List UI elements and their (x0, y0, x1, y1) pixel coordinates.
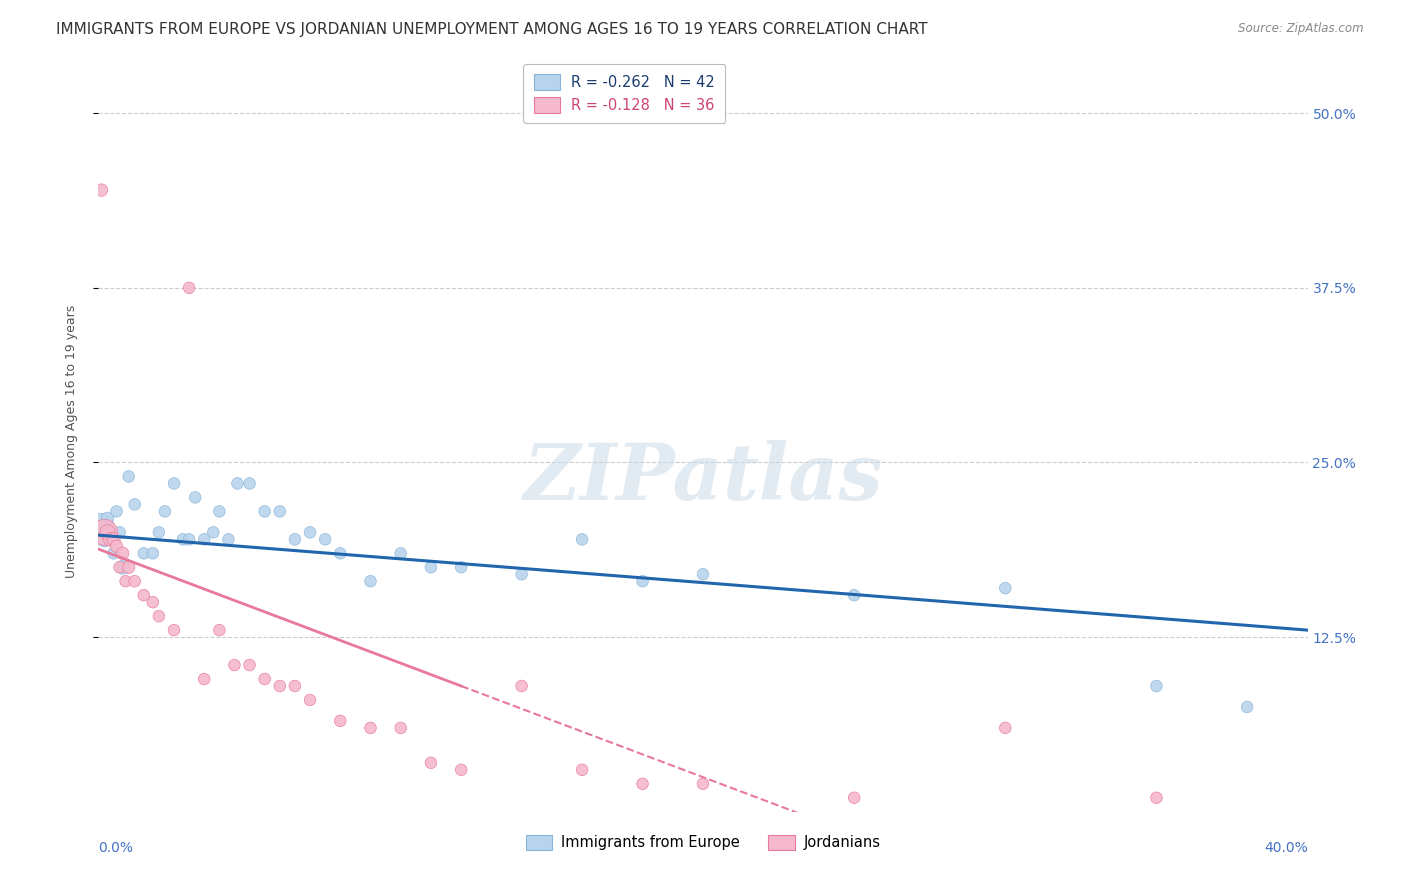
Point (118, 469, 141, 483)
Point (329, 546, 352, 560)
Point (90, 518, 112, 533)
Point (284, 679, 307, 693)
Point (844, 790, 866, 805)
Point (108, 525, 131, 540)
Point (631, 574, 654, 589)
Point (172, 533, 194, 547)
Legend: Immigrants from Europe, Jordanians: Immigrants from Europe, Jordanians (520, 829, 886, 856)
Text: IMMIGRANTS FROM EUROPE VS JORDANIAN UNEMPLOYMENT AMONG AGES 16 TO 19 YEARS CORRE: IMMIGRANTS FROM EUROPE VS JORDANIAN UNEM… (56, 22, 928, 37)
Y-axis label: Unemployment Among Ages 16 to 19 years: Unemployment Among Ages 16 to 19 years (65, 305, 77, 578)
Point (179, 281, 201, 295)
Point (105, 504, 128, 518)
Point (111, 546, 134, 560)
Point (93, 525, 115, 540)
Point (450, 763, 472, 777)
Point (108, 560, 131, 574)
Point (153, 504, 176, 518)
Point (389, 721, 412, 735)
Point (360, 574, 382, 589)
Point (284, 533, 307, 547)
Point (118, 560, 141, 574)
Point (420, 756, 443, 770)
Point (163, 623, 186, 637)
Point (389, 546, 412, 560)
Point (132, 588, 155, 602)
Point (163, 476, 186, 491)
Point (193, 672, 215, 686)
Point (142, 546, 165, 560)
Point (239, 476, 262, 491)
Point (226, 476, 249, 491)
Point (184, 491, 207, 505)
Text: ZIPatlas: ZIPatlas (523, 441, 883, 516)
Point (692, 777, 714, 791)
Point (96, 525, 118, 540)
Point (299, 525, 322, 540)
Text: 0.0%: 0.0% (98, 841, 134, 855)
Point (571, 533, 593, 547)
Point (142, 595, 165, 609)
Point (269, 679, 291, 693)
Point (208, 623, 231, 637)
Point (193, 533, 215, 547)
Point (93, 533, 115, 547)
Point (1144, 790, 1167, 805)
Point (994, 721, 1017, 735)
Point (420, 560, 443, 574)
Point (100, 533, 122, 547)
Point (844, 588, 866, 602)
Point (239, 658, 262, 673)
Point (124, 497, 146, 511)
Point (148, 525, 170, 540)
Point (253, 504, 276, 518)
Point (360, 721, 382, 735)
Point (299, 693, 322, 707)
Point (100, 525, 122, 540)
Point (510, 679, 533, 693)
Point (105, 539, 128, 553)
Point (450, 560, 472, 574)
Point (253, 672, 276, 686)
Point (124, 574, 146, 589)
Point (994, 581, 1017, 595)
Point (224, 658, 246, 673)
Point (510, 567, 533, 582)
Point (90, 183, 112, 197)
Point (1144, 679, 1167, 693)
Point (314, 533, 336, 547)
Point (114, 574, 136, 589)
Point (329, 714, 352, 728)
Point (202, 525, 225, 540)
Point (148, 609, 170, 624)
Point (1236, 700, 1258, 714)
Point (103, 533, 125, 547)
Point (217, 533, 239, 547)
Text: 40.0%: 40.0% (1264, 841, 1308, 855)
Point (269, 504, 291, 518)
Point (571, 763, 593, 777)
Point (96, 511, 118, 525)
Point (132, 546, 155, 560)
Point (179, 533, 201, 547)
Point (103, 546, 125, 560)
Point (111, 560, 134, 574)
Point (208, 504, 231, 518)
Text: Source: ZipAtlas.com: Source: ZipAtlas.com (1239, 22, 1364, 36)
Point (631, 777, 654, 791)
Point (692, 567, 714, 582)
